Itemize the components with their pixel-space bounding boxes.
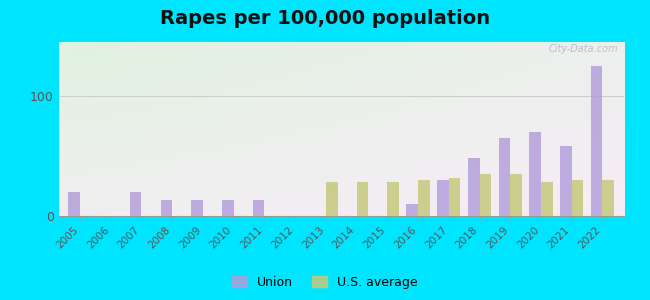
Bar: [357, 182, 369, 216]
Bar: [418, 180, 430, 216]
Bar: [541, 182, 552, 216]
Bar: [326, 182, 337, 216]
Bar: [161, 200, 172, 216]
Bar: [468, 158, 480, 216]
Bar: [510, 174, 522, 216]
Bar: [480, 174, 491, 216]
Bar: [222, 200, 234, 216]
Bar: [406, 204, 418, 216]
Text: Rapes per 100,000 population: Rapes per 100,000 population: [160, 9, 490, 28]
Bar: [68, 192, 80, 216]
Bar: [499, 138, 510, 216]
Bar: [603, 180, 614, 216]
Text: City-Data.com: City-Data.com: [549, 44, 618, 54]
Bar: [130, 192, 142, 216]
Bar: [191, 200, 203, 216]
Bar: [253, 200, 265, 216]
Bar: [529, 132, 541, 216]
Bar: [448, 178, 460, 216]
Bar: [387, 182, 399, 216]
Bar: [437, 180, 448, 216]
Bar: [591, 66, 603, 216]
Bar: [572, 180, 584, 216]
Legend: Union, U.S. average: Union, U.S. average: [227, 271, 422, 294]
Bar: [560, 146, 572, 216]
